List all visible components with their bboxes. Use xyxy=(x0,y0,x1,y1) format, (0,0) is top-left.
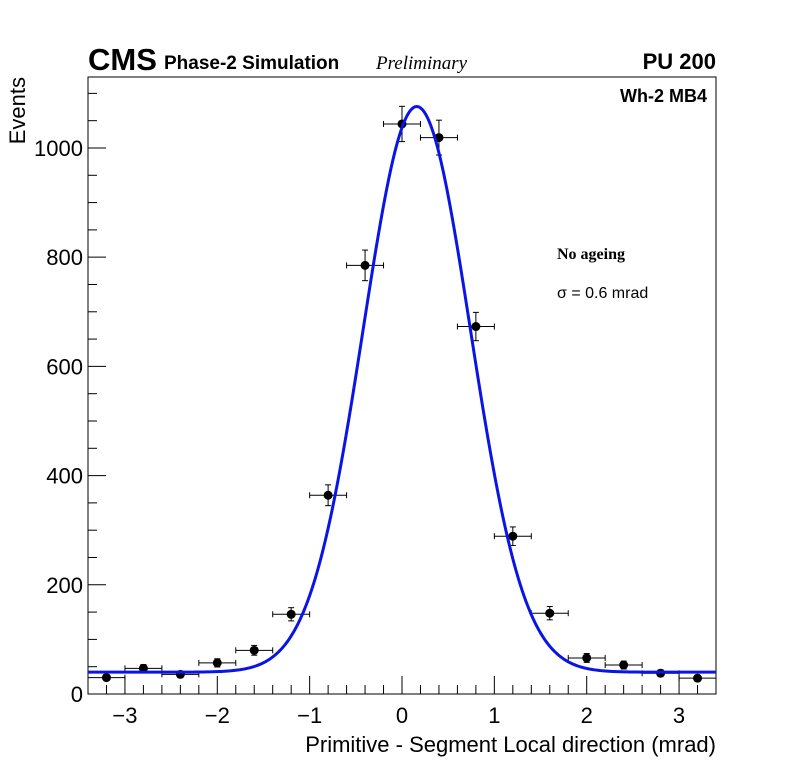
cms-label: CMS xyxy=(88,42,157,77)
major-ticks xyxy=(88,147,680,695)
ageing-label: No ageing xyxy=(557,246,625,263)
x-axis-title: Primitive - Segment Local direction (mra… xyxy=(305,732,716,757)
y-tick-label: 200 xyxy=(46,573,83,598)
minor-ticks xyxy=(87,92,717,694)
x-tick-label: −2 xyxy=(205,703,230,728)
data-point-group xyxy=(530,606,569,621)
simulation-label: Phase-2 Simulation xyxy=(164,53,339,74)
data-point xyxy=(212,658,222,668)
data-point xyxy=(101,673,111,683)
data-point xyxy=(360,260,370,270)
data-point-group xyxy=(235,644,274,656)
fit-curve xyxy=(88,104,716,674)
data-point-group xyxy=(456,311,495,342)
data-point-group xyxy=(493,526,532,546)
data-point xyxy=(471,322,481,332)
data-point xyxy=(508,531,518,541)
data-point xyxy=(323,490,333,500)
y-tick-label: 0 xyxy=(71,682,83,707)
data-point-group xyxy=(87,673,126,683)
x-tick-label: 1 xyxy=(488,703,500,728)
x-tick-label: −1 xyxy=(297,703,322,728)
y-tick-label: 600 xyxy=(46,354,83,379)
preliminary-label: Preliminary xyxy=(375,53,468,74)
x-tick-label: 3 xyxy=(673,703,685,728)
sigma-label: σ = 0.6 mrad xyxy=(557,285,648,302)
data-point xyxy=(249,645,259,655)
x-tick-label: −3 xyxy=(112,703,137,728)
y-tick-labels: 0 200 400 600 800 1000 xyxy=(34,136,83,707)
data-point xyxy=(286,609,296,619)
data-point xyxy=(545,608,555,618)
data-point xyxy=(693,673,703,683)
data-point-group xyxy=(309,484,348,507)
region-label: Wh-2 MB4 xyxy=(620,86,707,106)
data-point xyxy=(582,653,592,663)
x-tick-label: 2 xyxy=(581,703,593,728)
data-point-group xyxy=(567,653,606,663)
y-axis-title: Events xyxy=(5,77,30,144)
y-tick-label: 800 xyxy=(46,245,83,270)
data-point-group xyxy=(604,660,643,670)
data-point-group xyxy=(346,249,385,282)
data-point xyxy=(619,660,629,670)
y-tick-label: 400 xyxy=(46,464,83,489)
y-tick-label: 1000 xyxy=(34,136,83,161)
x-tick-label: 0 xyxy=(396,703,408,728)
data-point xyxy=(138,663,148,673)
data-points xyxy=(87,105,717,683)
pileup-label: PU 200 xyxy=(643,49,716,74)
data-point-group xyxy=(678,673,717,683)
data-point-group xyxy=(198,658,237,668)
x-tick-labels: −3 −2 −1 0 1 2 3 xyxy=(112,703,685,728)
